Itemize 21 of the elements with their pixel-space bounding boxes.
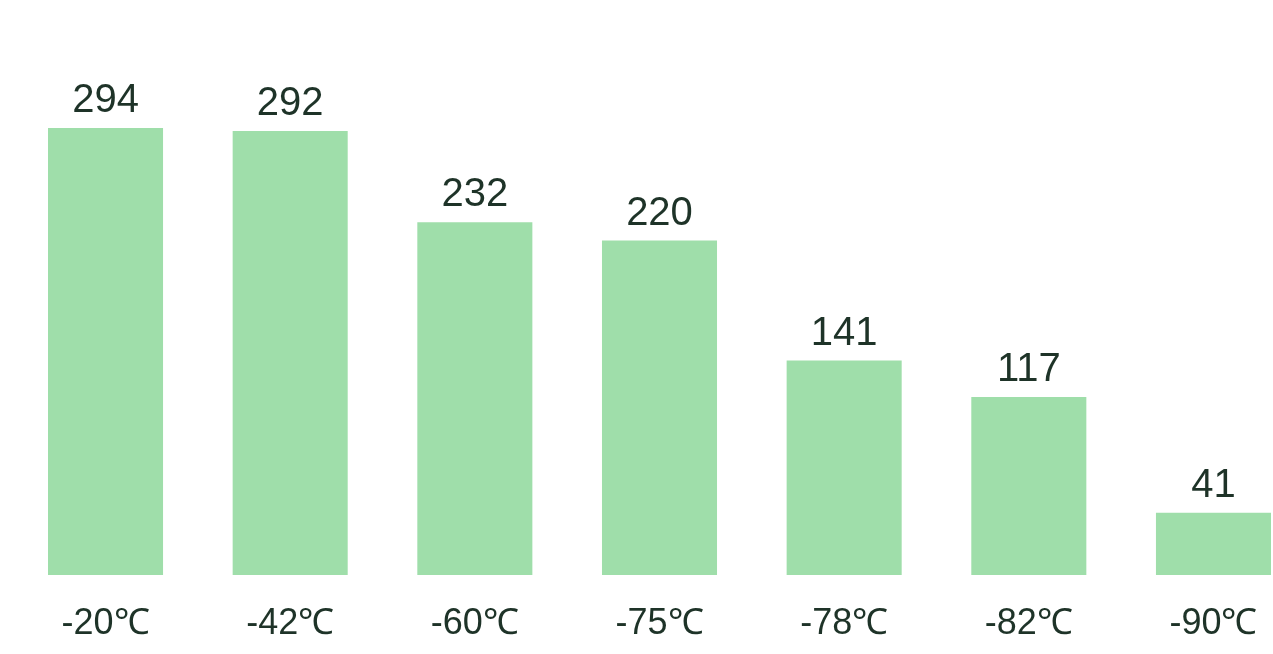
bar xyxy=(232,131,348,575)
data-label: 141 xyxy=(810,308,878,353)
bar xyxy=(601,240,718,575)
data-label: 41 xyxy=(1191,460,1236,505)
bar xyxy=(971,397,1087,575)
x-tick-label: -90℃ xyxy=(1169,600,1258,642)
data-label: 220 xyxy=(626,188,693,233)
data-label: 117 xyxy=(996,345,1061,390)
bar xyxy=(417,222,533,575)
x-tick-label: -75℃ xyxy=(615,600,704,642)
data-label: 294 xyxy=(72,76,139,120)
bar xyxy=(786,360,902,575)
x-tick-label: -20℃ xyxy=(61,600,150,642)
x-tick-label: -42℃ xyxy=(246,600,335,642)
bar xyxy=(1155,512,1271,575)
x-tick-label: -60℃ xyxy=(430,600,519,642)
x-tick-label: -78℃ xyxy=(800,600,889,642)
x-tick-label: -82℃ xyxy=(984,600,1073,642)
data-label: 292 xyxy=(256,79,324,124)
bar xyxy=(48,128,164,575)
data-label: 232 xyxy=(441,170,509,215)
